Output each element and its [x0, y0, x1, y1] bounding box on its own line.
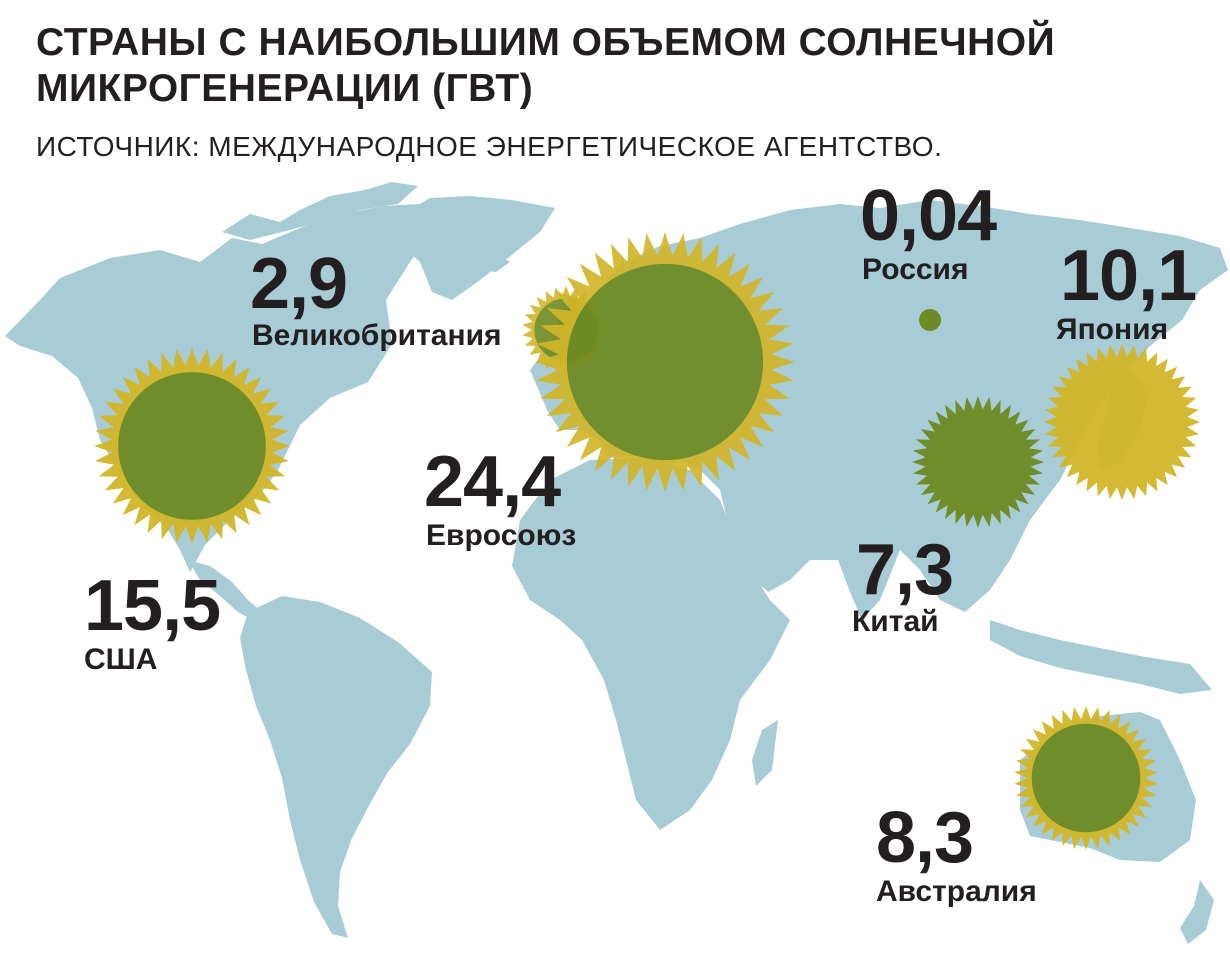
label-eu: Евросоюз	[426, 519, 577, 552]
label-usa: США	[84, 643, 158, 676]
landmass-arabia	[720, 490, 810, 592]
sun-marker-china	[912, 396, 1044, 528]
sun-marker-russia	[919, 309, 941, 331]
landmass-new-zealand	[1180, 880, 1214, 944]
value-china: 7,3	[856, 530, 954, 610]
sun-marker-japan	[1044, 344, 1200, 500]
value-japan: 10,1	[1060, 236, 1197, 316]
sun-core-australia	[1031, 723, 1141, 833]
value-usa: 15,5	[84, 566, 221, 646]
label-china: Китай	[852, 605, 939, 638]
sun-marker-usa	[94, 348, 290, 544]
landmass-central-america	[188, 560, 262, 622]
map-title: Страны с наибольшим объемом солнечной ми…	[36, 21, 1056, 110]
sun-marker-eu	[535, 232, 795, 492]
sun-marker-australia	[1014, 706, 1158, 850]
landmass-greenland	[392, 196, 555, 300]
sun-core-china	[929, 413, 1027, 511]
sun-core-japan	[1061, 361, 1183, 483]
landmass-arctic-islands	[222, 182, 418, 240]
label-uk: Великобритания	[252, 319, 502, 352]
label-japan: Япония	[1056, 313, 1169, 346]
value-australia: 8,3	[876, 798, 974, 878]
sun-core-usa	[118, 372, 266, 520]
sun-core-eu	[566, 263, 764, 461]
landmass-africa	[512, 458, 790, 830]
label-australia: Австралия	[876, 875, 1037, 908]
value-uk: 2,9	[250, 244, 348, 324]
value-eu: 24,4	[424, 442, 561, 522]
sun-markers	[94, 232, 1200, 850]
value-russia: 0,04	[860, 176, 997, 256]
landmass-sea-islands	[990, 620, 1212, 694]
landmass-iceland	[470, 252, 510, 272]
landmass-south-america	[240, 596, 432, 938]
landmass-madagascar	[752, 720, 778, 786]
label-russia: Россия	[862, 253, 969, 286]
source-note: ИСТОЧНИК: МЕЖДУНАРОДНОЕ ЭНЕРГЕТИЧЕСКОЕ А…	[36, 131, 943, 162]
